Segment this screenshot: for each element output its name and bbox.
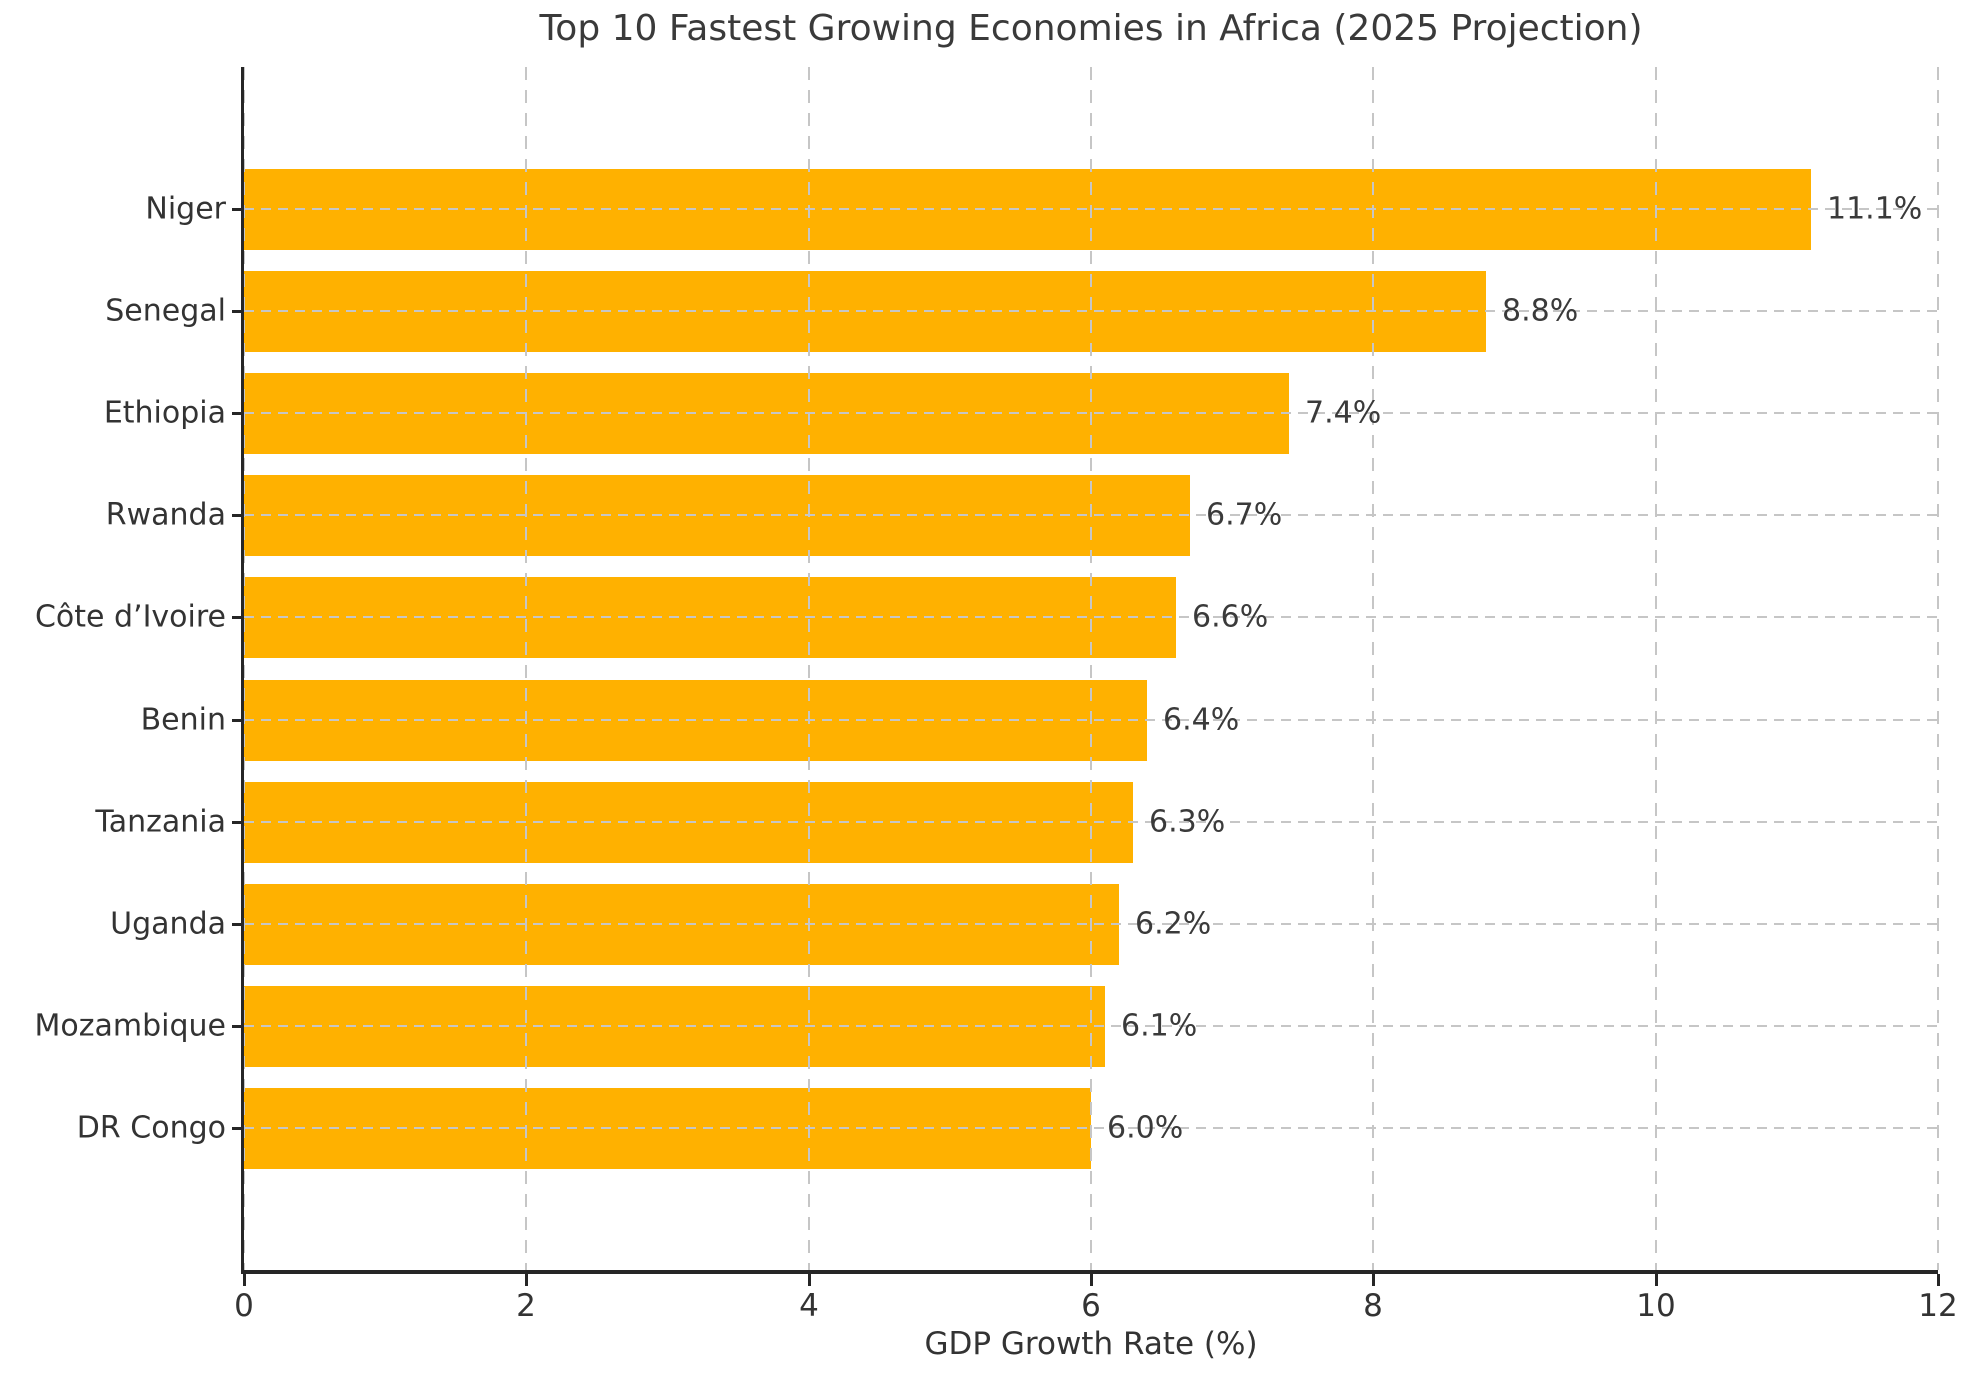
y-tick-label: Uganda	[110, 906, 226, 942]
y-tick-mark	[232, 1025, 244, 1028]
bar-value-label: 6.6%	[1192, 599, 1269, 635]
x-tick-mark	[808, 1274, 811, 1286]
bar-value-label: 6.2%	[1135, 906, 1212, 942]
bar-value-label: 11.1%	[1827, 191, 1923, 227]
y-tick-mark	[232, 719, 244, 722]
vertical-gridline	[1655, 67, 1657, 1270]
horizontal-gridline	[244, 310, 1938, 312]
x-tick-mark	[1372, 1274, 1375, 1286]
x-tick-label: 8	[1363, 1288, 1383, 1324]
y-tick-mark	[232, 412, 244, 415]
horizontal-gridline	[244, 923, 1938, 925]
bar-value-label: 6.1%	[1121, 1008, 1198, 1044]
y-tick-label: Rwanda	[105, 497, 226, 533]
y-tick-mark	[232, 310, 244, 313]
y-tick-mark	[232, 821, 244, 824]
y-tick-label: Côte d’Ivoire	[34, 599, 226, 635]
y-tick-mark	[232, 514, 244, 517]
x-axis-title: GDP Growth Rate (%)	[924, 1326, 1258, 1362]
horizontal-gridline	[244, 719, 1938, 721]
y-tick-label: Niger	[145, 191, 226, 227]
bar-value-label: 8.8%	[1502, 293, 1579, 329]
horizontal-gridline	[244, 514, 1938, 516]
y-tick-mark	[232, 208, 244, 211]
y-tick-label: Tanzania	[95, 804, 226, 840]
vertical-gridline	[525, 67, 527, 1270]
x-tick-label: 6	[1081, 1288, 1101, 1324]
x-tick-label: 12	[1918, 1288, 1958, 1324]
vertical-gridline	[1937, 67, 1939, 1270]
horizontal-gridline	[244, 1025, 1938, 1027]
bar-value-label: 6.3%	[1149, 804, 1226, 840]
horizontal-gridline	[244, 821, 1938, 823]
vertical-gridline	[1372, 67, 1374, 1270]
y-tick-label: Ethiopia	[103, 395, 226, 431]
y-tick-mark	[232, 616, 244, 619]
x-tick-label: 0	[234, 1288, 254, 1324]
bar-value-label: 6.4%	[1163, 702, 1240, 738]
x-tick-label: 10	[1636, 1288, 1676, 1324]
x-tick-mark	[525, 1274, 528, 1286]
x-tick-mark	[1937, 1274, 1940, 1286]
x-tick-label: 2	[516, 1288, 536, 1324]
vertical-gridline	[1090, 67, 1092, 1270]
vertical-gridline	[808, 67, 810, 1270]
y-tick-mark	[232, 1127, 244, 1130]
x-tick-label: 4	[799, 1288, 819, 1324]
y-tick-label: Senegal	[105, 293, 226, 329]
plot-area	[241, 67, 1939, 1274]
y-axis-line	[241, 67, 244, 1270]
bar-value-label: 7.4%	[1305, 395, 1382, 431]
x-tick-mark	[1090, 1274, 1093, 1286]
bar-value-label: 6.7%	[1206, 497, 1283, 533]
y-tick-label: Mozambique	[34, 1008, 226, 1044]
y-tick-label: DR Congo	[76, 1110, 226, 1146]
y-tick-mark	[232, 923, 244, 926]
vertical-gridline	[243, 67, 245, 1270]
bar-value-label: 6.0%	[1107, 1110, 1184, 1146]
horizontal-gridline	[244, 208, 1938, 210]
y-tick-label: Benin	[140, 702, 226, 738]
x-axis-line	[241, 1270, 1938, 1274]
x-tick-mark	[243, 1274, 246, 1286]
chart-title: Top 10 Fastest Growing Economies in Afri…	[539, 8, 1643, 49]
x-tick-mark	[1655, 1274, 1658, 1286]
horizontal-gridline	[244, 1127, 1938, 1129]
horizontal-gridline	[244, 616, 1938, 618]
horizontal-gridline	[244, 412, 1938, 414]
